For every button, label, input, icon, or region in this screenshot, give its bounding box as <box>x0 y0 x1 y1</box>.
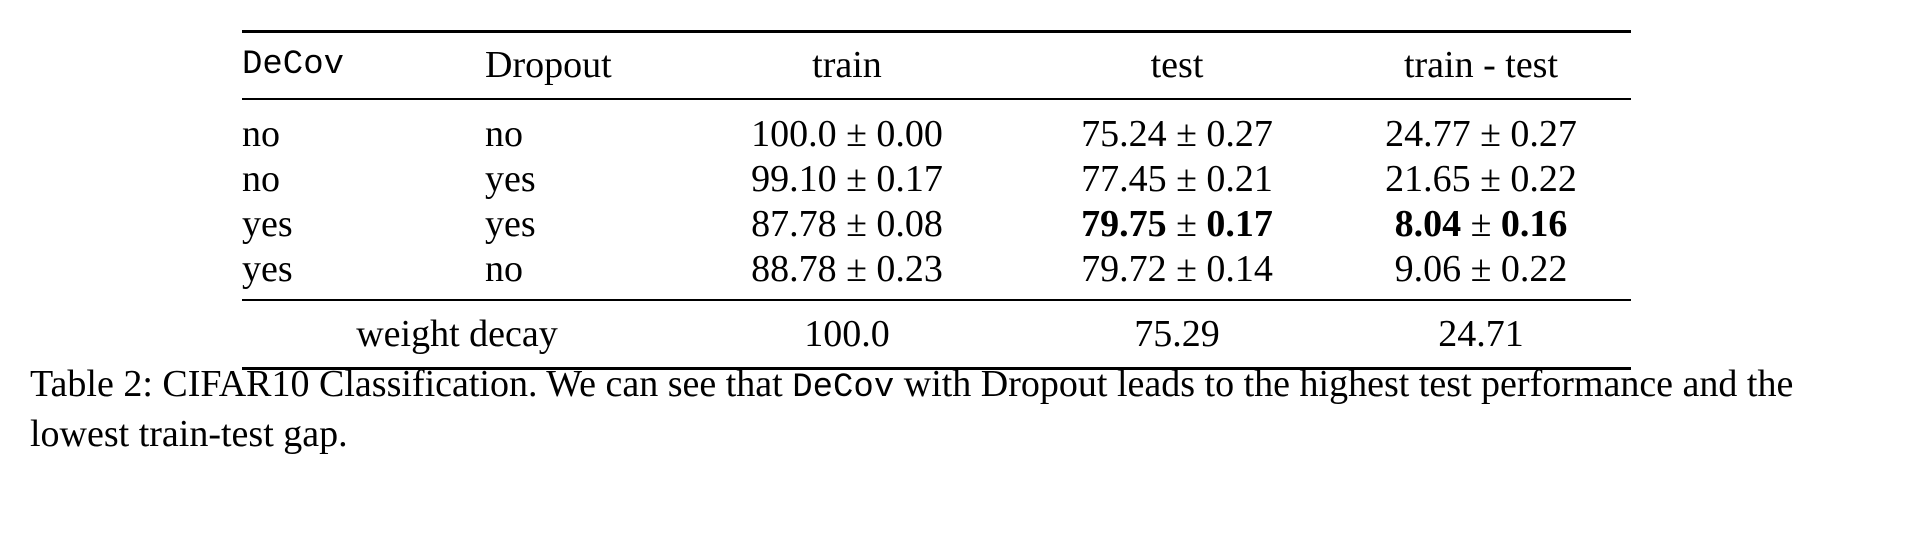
row-0-train: 100.0 ± 0.00 <box>751 113 943 155</box>
header-train: train <box>812 44 882 86</box>
table-caption: Table 2: CIFAR10 Classification. We can … <box>30 363 1794 455</box>
row-0-gap: 24.77 ± 0.27 <box>1385 113 1577 155</box>
header-train-test: train - test <box>1403 44 1559 86</box>
row-1-decov: no <box>242 158 280 200</box>
header-decov: DeCov <box>242 46 345 84</box>
row-3-test: 79.72 ± 0.14 <box>1081 248 1273 290</box>
row-0-test: 75.24 ± 0.27 <box>1081 113 1273 155</box>
weight-decay-test: 75.29 <box>1134 313 1220 355</box>
row-1-gap: 21.65 ± 0.22 <box>1385 158 1577 200</box>
row-2-decov: yes <box>242 203 293 245</box>
row-2-train: 87.78 ± 0.08 <box>751 203 943 245</box>
weight-decay-gap: 24.71 <box>1438 313 1524 355</box>
table-weight-decay-rule <box>242 299 1631 301</box>
weight-decay-train: 100.0 <box>804 313 890 355</box>
table-top-rule <box>242 30 1631 33</box>
row-2-test-best: 79.75 ± 0.17 <box>1081 203 1273 245</box>
weight-decay-label: weight decay <box>356 313 558 355</box>
table-header-rule <box>242 98 1631 100</box>
row-0-decov: no <box>242 113 280 155</box>
header-dropout: Dropout <box>485 44 612 86</box>
row-3-dropout: no <box>485 248 523 290</box>
header-test: test <box>1150 44 1204 86</box>
row-3-gap: 9.06 ± 0.22 <box>1394 248 1568 290</box>
row-3-train: 88.78 ± 0.23 <box>751 248 943 290</box>
table-bottom-rule <box>242 367 1631 370</box>
row-1-test: 77.45 ± 0.21 <box>1081 158 1273 200</box>
row-2-dropout: yes <box>485 203 536 245</box>
row-3-decov: yes <box>242 248 293 290</box>
row-1-dropout: yes <box>485 158 536 200</box>
row-1-train: 99.10 ± 0.17 <box>751 158 943 200</box>
row-0-dropout: no <box>485 113 523 155</box>
row-2-gap-best: 8.04 ± 0.16 <box>1394 203 1568 245</box>
